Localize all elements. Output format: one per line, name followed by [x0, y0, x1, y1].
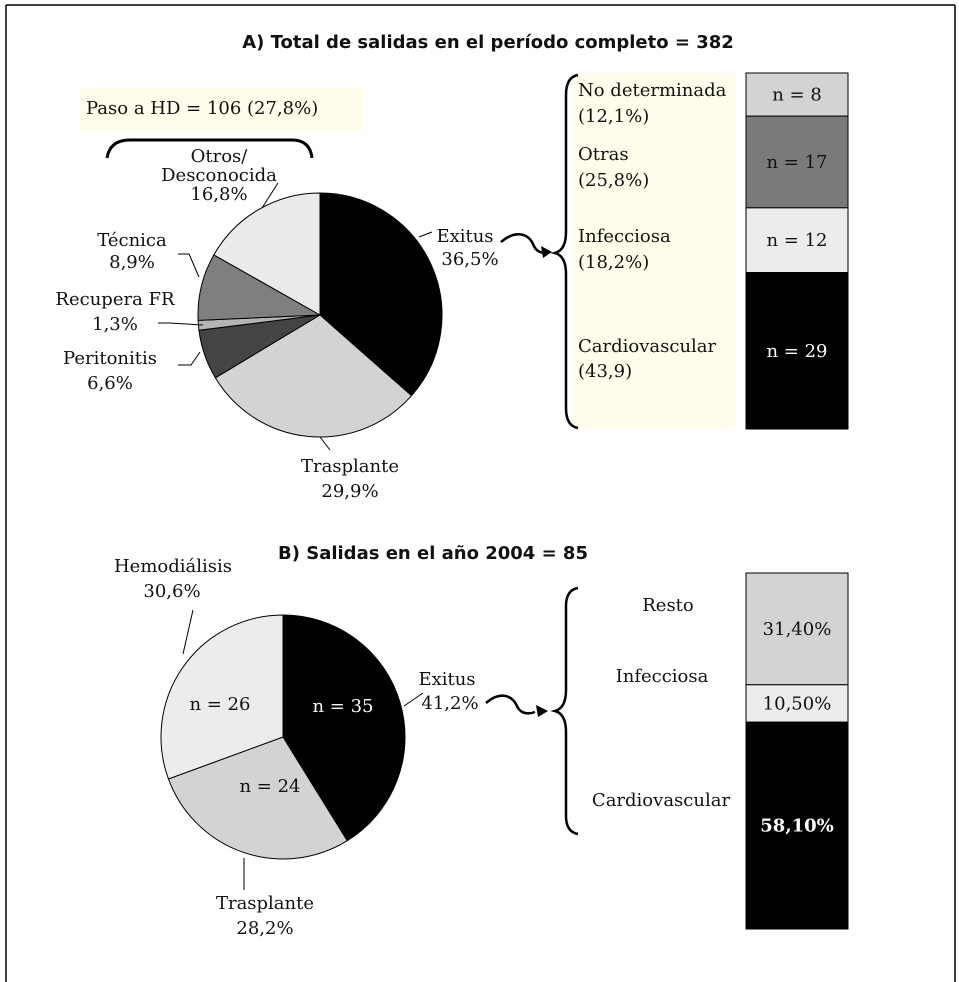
- bar-a-segment-label-1: n = 17: [766, 152, 827, 173]
- pie-b-slice-hemodialisis: [160, 614, 284, 780]
- pie-a-label-otros-1: Otros/: [191, 146, 249, 167]
- pie-a-leader-peritonitis: [178, 351, 201, 366]
- pie-b-inner-exitus: n = 35: [312, 696, 373, 717]
- bar-b-segment-label-2: 58,10%: [760, 816, 833, 837]
- exitus-causes-highlight: [572, 73, 735, 429]
- cause-a-infecciosa: Infecciosa: [578, 226, 671, 247]
- exitus-arrow-b: [485, 694, 536, 715]
- pie-a-label-otros-2: Desconocida: [161, 165, 277, 186]
- brace-a: [550, 73, 579, 430]
- bar-a-segment-1: [745, 115, 849, 209]
- pie-a-label-tecnica: Técnica: [97, 230, 167, 251]
- pie-b-value-hemodialisis: 30,6%: [143, 581, 200, 602]
- cause-a-cardiovascular: Cardiovascular: [578, 336, 717, 357]
- bar-b-segment-0: [745, 572, 849, 686]
- cause-a-cardiovascular-pct: (43,9): [578, 361, 632, 382]
- pie-b: [160, 614, 406, 860]
- pie-a-value-trasplante: 29,9%: [321, 481, 378, 502]
- pie-b-leader-exitus: [403, 692, 424, 707]
- chart-a-title: A) Total de salidas en el período comple…: [242, 32, 734, 53]
- pie-a-label-exitus: Exitus: [436, 226, 493, 247]
- pie-b-inner-trasplante: n = 24: [239, 776, 300, 797]
- pie-a-leader-otros: [261, 182, 279, 209]
- pie-a-leader-recupera: [158, 322, 204, 326]
- pie-a-leader-trasplante: [319, 436, 331, 451]
- pie-b-label-trasplante: Trasplante: [216, 893, 314, 914]
- bar-b-segment-2: [745, 721, 849, 930]
- pie-b-label-hemodialisis: Hemodiálisis: [114, 556, 232, 577]
- chart-b-title: B) Salidas en el año 2004 = 85: [278, 543, 588, 564]
- paso-hd-bracket: [105, 138, 314, 159]
- bar-a-segment-label-0: n = 8: [772, 85, 822, 106]
- pie-a-value-recupera: 1,3%: [92, 314, 138, 335]
- cause-a-no-determinada: No determinada: [578, 80, 727, 101]
- pie-a-value-tecnica: 8,9%: [109, 252, 155, 273]
- paso-hd-highlight: [80, 88, 362, 132]
- cause-b-cardiovascular: Cardiovascular: [592, 790, 731, 811]
- pie-a-value-exitus: 36,5%: [441, 249, 498, 270]
- cause-a-infecciosa-pct: (18,2%): [578, 252, 649, 273]
- stacked-bar-a: n = 8 n = 17 n = 12 n = 29: [745, 72, 849, 430]
- pie-a-slice-trasplante: [214, 314, 413, 438]
- pie-a-leader-tecnica: [178, 253, 200, 278]
- exitus-arrow-a-head: [541, 246, 552, 258]
- pie-a-label-recupera: Recupera FR: [55, 289, 175, 310]
- pie-a-slice-otros-desconocida: [213, 192, 321, 316]
- pie-b-slice-trasplante: [167, 736, 348, 860]
- pie-a-slice-exitus: [319, 192, 443, 397]
- pie-a-value-peritonitis: 6,6%: [87, 373, 133, 394]
- pie-b-slice-exitus: [282, 614, 406, 842]
- pie-a-label-peritonitis: Peritonitis: [63, 348, 157, 369]
- stacked-bar-b: 31,40% 10,50% 58,10%: [745, 572, 849, 930]
- bar-b-segment-label-1: 10,50%: [763, 693, 832, 714]
- pie-b-value-exitus: 41,2%: [421, 693, 478, 714]
- bar-b-segment-label-0: 31,40%: [763, 619, 832, 640]
- cause-a-no-determinada-pct: (12,1%): [578, 106, 649, 127]
- bar-a-segment-label-3: n = 29: [766, 341, 827, 362]
- pie-b-leader-hemodialisis: [182, 609, 194, 655]
- cause-b-resto: Resto: [642, 595, 694, 616]
- cause-a-otras-pct: (25,8%): [578, 170, 649, 191]
- pie-b-label-exitus: Exitus: [418, 669, 475, 690]
- pie-b-value-trasplante: 28,2%: [236, 918, 293, 939]
- bar-a-segment-label-2: n = 12: [766, 230, 827, 251]
- cause-a-otras: Otras: [578, 144, 629, 165]
- bar-b-segment-1: [745, 684, 849, 723]
- pie-b-inner-hemodialisis: n = 26: [189, 694, 250, 715]
- pie-a-leader-exitus: [418, 231, 433, 238]
- cause-b-infecciosa: Infecciosa: [616, 666, 709, 687]
- exitus-arrow-b-head: [536, 705, 548, 717]
- pie-a-value-otros: 16,8%: [190, 184, 247, 205]
- pie-a: [197, 192, 443, 438]
- paso-hd-annotation: Paso a HD = 106 (27,8%): [86, 98, 318, 119]
- bar-a-segment-3: [745, 272, 849, 430]
- brace-b: [550, 586, 579, 836]
- pie-a-label-trasplante: Trasplante: [301, 456, 399, 477]
- bar-a-segment-2: [745, 207, 849, 274]
